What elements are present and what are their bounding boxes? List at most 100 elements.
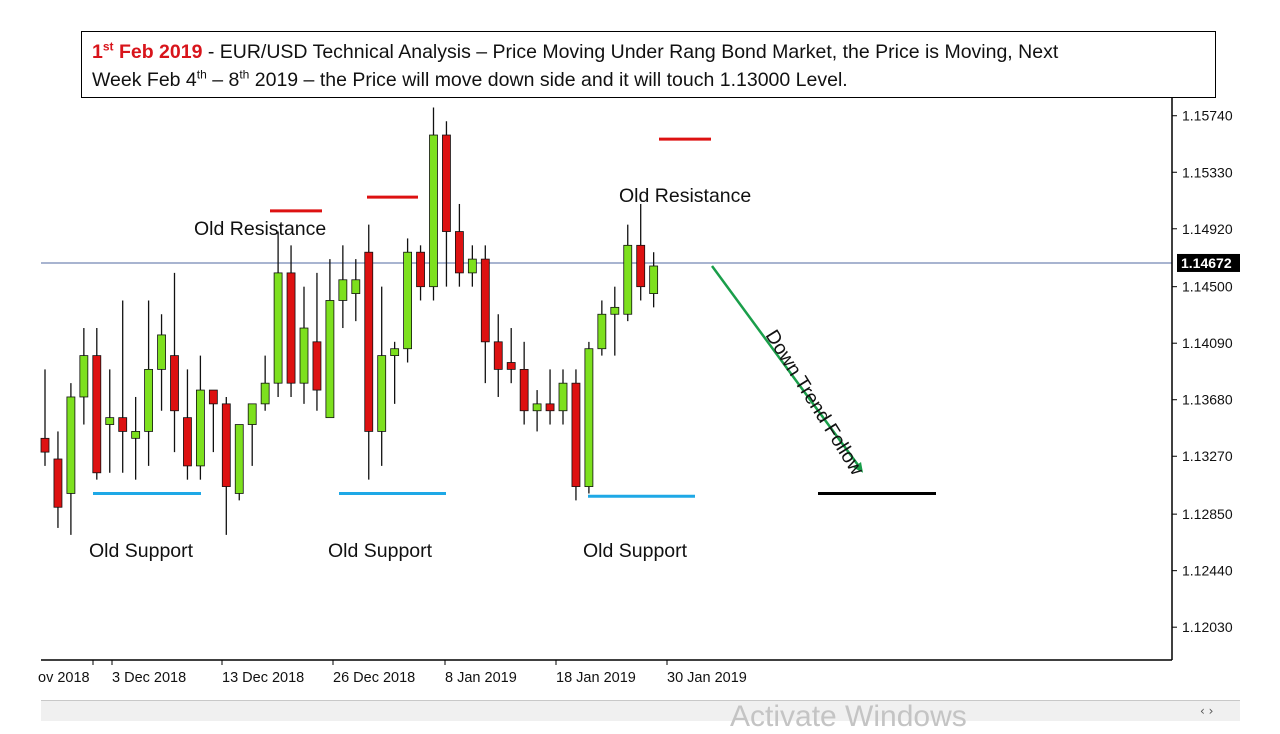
price-axis: 1.15740 1.15330 1.14920 1.14500 1.14090 1.136… [1171, 88, 1240, 660]
candle-body [118, 417, 128, 432]
candle-body [92, 355, 102, 474]
bottom-scrollbar[interactable] [41, 700, 1240, 721]
time-tick-label: 30 Jan 2019 [667, 670, 747, 686]
candle-body [260, 382, 270, 405]
time-tick-label: 3 Dec 2018 [112, 670, 186, 686]
headline-line2: Week Feb 4th – 8th 2019 – the Price will… [92, 67, 848, 92]
time-tick-label: 26 Dec 2018 [333, 670, 415, 686]
current-price-label: 1.14672 [1181, 255, 1232, 271]
candle [390, 341, 400, 404]
candle-body [312, 341, 322, 391]
time-tick-label: 18 Jan 2019 [556, 670, 636, 686]
headline-date: 1st Feb 2019 [92, 39, 203, 64]
candle [131, 396, 141, 480]
candle-body [351, 279, 361, 294]
time-tick-label: 13 Dec 2018 [222, 670, 304, 686]
price-tick-label: 1.15740 [1182, 108, 1233, 124]
old-support-label: Old Support [328, 540, 433, 562]
candles [40, 107, 659, 535]
candle-body [506, 362, 516, 370]
candle-body [144, 368, 154, 432]
headline-line1: - EUR/USD Technical Analysis – Price Mov… [202, 41, 1059, 63]
activate-windows-watermark: Activate Windows [730, 700, 967, 733]
candle [584, 341, 594, 494]
candle-body [79, 355, 89, 398]
candle [208, 389, 218, 453]
candle-body [416, 251, 425, 288]
candle [442, 121, 451, 287]
candle [571, 369, 581, 501]
candle-body [247, 403, 257, 425]
candle [286, 245, 296, 397]
time-tick-label: 8 Jan 2019 [445, 670, 517, 686]
candle [493, 314, 503, 397]
candle [273, 231, 283, 397]
annotation-labels: Old Resistance Old Resistance Old Support O… [89, 185, 868, 562]
candle [79, 328, 89, 425]
candle [92, 328, 102, 480]
down-trend-arrow-head [853, 461, 863, 473]
candle [260, 355, 270, 411]
candle-body [390, 348, 400, 357]
candle [429, 107, 438, 301]
candle [636, 203, 646, 301]
candle [144, 300, 154, 466]
candle-body [221, 403, 231, 487]
old-resistance-label: Old Resistance [194, 218, 326, 240]
candle [532, 390, 542, 432]
candle [506, 328, 516, 384]
scroll-arrows-icon[interactable]: ‹ › [1200, 704, 1214, 718]
price-tick-label: 1.12440 [1182, 563, 1233, 579]
candle [66, 383, 76, 535]
candle [649, 252, 659, 308]
candle [195, 355, 205, 480]
candle-body [131, 431, 141, 439]
candle-body [467, 258, 477, 274]
candle-body [610, 306, 620, 315]
time-tick-label: ov 2018 [38, 670, 90, 686]
old-support-label: Old Support [89, 540, 194, 562]
candle [519, 341, 529, 425]
candle-body [286, 272, 296, 384]
candle [105, 369, 115, 473]
candle [312, 272, 322, 411]
candle [53, 431, 63, 528]
candle [597, 300, 607, 356]
candle [118, 300, 128, 473]
candle [377, 286, 387, 466]
candle [221, 396, 231, 535]
candle-body [105, 417, 115, 425]
price-tick-label: 1.14500 [1182, 279, 1233, 295]
candle-body [40, 437, 50, 453]
time-axis: ov 2018 3 Dec 2018 13 Dec 2018 26 Dec 2018 8… [38, 659, 1172, 686]
candle-body [442, 134, 451, 232]
candle-body [493, 341, 503, 370]
candle-body [597, 313, 607, 350]
candle-body [429, 134, 438, 288]
price-tick-label: 1.15330 [1182, 164, 1233, 180]
annotation-lines [93, 137, 936, 498]
price-tick-label: 1.12850 [1182, 506, 1233, 522]
price-tick-label: 1.14090 [1182, 335, 1233, 351]
price-tick-label: 1.14920 [1182, 221, 1233, 237]
candle-body [234, 424, 244, 494]
price-tick-label: 1.12030 [1182, 619, 1233, 635]
candle [416, 245, 425, 301]
candle-body [183, 417, 192, 467]
candle-body [558, 382, 568, 412]
current-price-tag [1177, 253, 1240, 272]
candle-body [299, 327, 309, 384]
candle [234, 424, 244, 501]
candle-body [53, 458, 63, 508]
candle-body [636, 244, 646, 288]
price-tick-label: 1.13270 [1182, 448, 1233, 464]
down-trend-label: Down Trend Follow [761, 326, 869, 480]
candle-body [208, 389, 218, 405]
candle-body [170, 355, 179, 412]
candle-body [480, 258, 490, 343]
candle [623, 224, 633, 322]
candle [40, 369, 50, 466]
headline-box: 1st Feb 2019 - EUR/USD Technical Analysi… [81, 31, 1216, 98]
candle [338, 245, 348, 329]
